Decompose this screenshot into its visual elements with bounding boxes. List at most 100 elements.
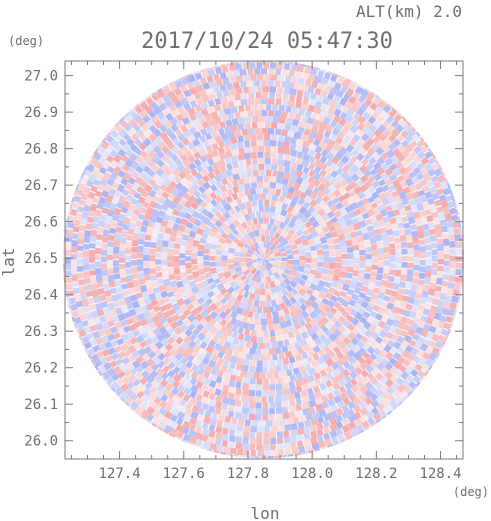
radar-cell [400, 370, 410, 380]
radar-cell [286, 81, 295, 89]
radar-cell [122, 223, 130, 231]
radar-cell [240, 171, 247, 179]
radar-cell [248, 231, 256, 239]
radar-cell [322, 136, 331, 145]
radar-cell [164, 227, 173, 235]
radar-cell [142, 388, 152, 397]
radar-cell [88, 303, 97, 311]
radar-cell [384, 378, 394, 388]
radar-cell [287, 220, 296, 229]
radar-cell [380, 279, 388, 287]
radar-cell [187, 313, 196, 323]
radar-cell [345, 272, 353, 279]
radar-cell [287, 228, 296, 237]
radar-cell [249, 365, 256, 373]
radar-cell [229, 374, 237, 382]
radar-cell [240, 98, 248, 106]
radar-cell [238, 301, 247, 310]
radar-cell [335, 407, 344, 416]
radar-cell [167, 391, 176, 400]
radar-cell [94, 190, 103, 198]
radar-cell [412, 236, 419, 244]
radar-cell [264, 282, 270, 290]
radar-cell [313, 365, 322, 374]
radar-cell [326, 275, 334, 282]
radar-cell [337, 325, 346, 333]
radar-cell [214, 174, 222, 183]
radar-cell [160, 219, 169, 228]
radar-cell [235, 319, 244, 328]
radar-cell [417, 279, 425, 286]
radar-cell [237, 333, 245, 341]
radar-cell [336, 77, 344, 85]
radar-cell [394, 269, 402, 277]
radar-cell [235, 197, 243, 206]
radar-cell [208, 392, 216, 401]
radar-cell [377, 261, 384, 268]
radar-cell [147, 160, 156, 169]
radar-cell [136, 312, 146, 322]
radar-cell [155, 215, 164, 224]
radar-cell [314, 296, 323, 305]
radar-cell [110, 159, 119, 168]
radar-cell [201, 120, 210, 129]
radar-cell [308, 399, 317, 408]
radar-cell [345, 239, 353, 247]
radar-cell [169, 116, 179, 126]
radar-cell [195, 305, 204, 314]
radar-cell [339, 111, 348, 120]
radar-cell [252, 217, 258, 225]
radar-cell [375, 395, 385, 404]
radar-cell [258, 217, 264, 224]
radar-cell [314, 152, 322, 161]
radar-cell [264, 270, 270, 278]
radar-cell [419, 245, 426, 252]
radar-cell [386, 115, 395, 124]
radar-cell [247, 98, 255, 105]
radar-cell [283, 442, 291, 450]
radar-cell [411, 333, 420, 341]
radar-cell [240, 247, 248, 254]
radar-cell [319, 369, 328, 377]
radar-cell [221, 114, 228, 122]
radar-cell [330, 354, 340, 364]
radar-cell [447, 200, 455, 209]
radar-cell [364, 266, 372, 273]
radar-cell [208, 137, 217, 146]
radar-cell [362, 232, 370, 241]
radar-cell [272, 419, 280, 427]
radar-cell [263, 257, 270, 261]
radar-cell [158, 421, 167, 430]
radar-cell [186, 236, 195, 244]
radar-cell [211, 348, 220, 357]
radar-cell [224, 144, 232, 153]
radar-cell [159, 124, 168, 133]
x-tick-label: 128.0 [291, 466, 333, 482]
radar-cell [199, 341, 208, 350]
radar-cell [189, 390, 197, 399]
radar-cell [119, 237, 127, 245]
radar-cell [269, 140, 277, 147]
radar-cell [349, 231, 357, 239]
radar-cell [408, 171, 417, 179]
radar-cell [108, 234, 115, 242]
radar-cell [164, 99, 174, 108]
radar-cell [201, 422, 209, 430]
radar-cell [422, 185, 430, 193]
radar-cell [342, 213, 351, 221]
radar-cell [298, 446, 306, 454]
radar-cell [251, 145, 258, 153]
radar-cell [123, 368, 132, 377]
radar-cell [81, 335, 90, 345]
radar-cell [335, 249, 342, 257]
radar-cell [164, 285, 173, 292]
radar-cell [200, 327, 210, 336]
radar-cell [250, 224, 257, 232]
radar-cell [301, 401, 310, 410]
radar-cell [266, 241, 273, 249]
radar-cell [166, 141, 175, 150]
radar-cell [217, 272, 226, 280]
y-tick-label: 26.0 [24, 434, 58, 450]
radar-cell [170, 123, 179, 132]
radar-cell [255, 408, 263, 415]
